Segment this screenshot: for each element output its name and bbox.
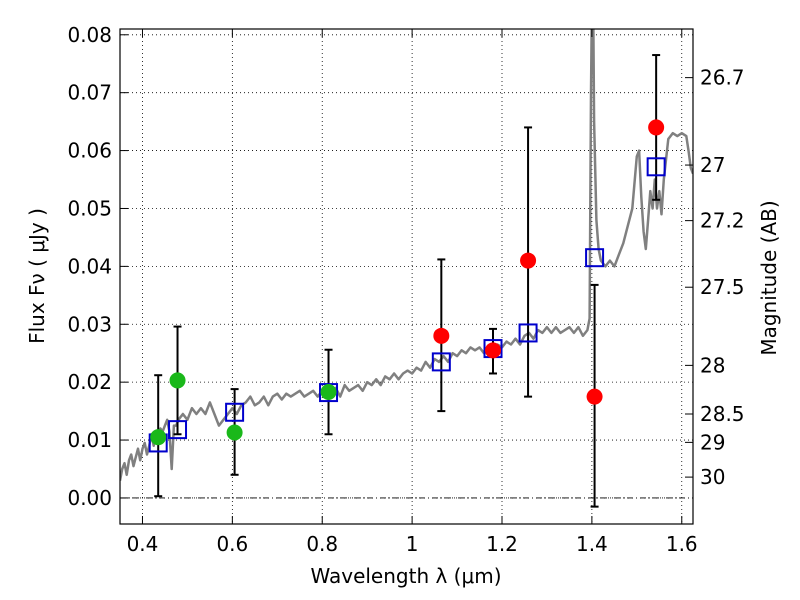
y2-axis-title: Magnitude (AB) — [757, 200, 781, 355]
x-tick-label: 1 — [406, 532, 419, 556]
mag-tick-label: 27.5 — [700, 275, 745, 299]
x-tick-label: 1.6 — [666, 532, 698, 556]
mag-tick-label: 28.5 — [700, 402, 745, 426]
mag-tick-label: 28 — [700, 353, 725, 377]
optical-detection-point — [320, 384, 337, 400]
y-axis-title: Flux Fν ( μJy ) — [25, 208, 49, 344]
mag-tick-label: 26.7 — [700, 66, 745, 90]
mag-tick-label: 29 — [700, 430, 725, 454]
y-tick-label: 0.03 — [67, 312, 112, 336]
mag-tick-label: 27.2 — [700, 209, 745, 233]
mag-tick-label: 27 — [700, 153, 725, 177]
nir-detection-point — [520, 252, 537, 269]
plot-frame — [119, 28, 694, 525]
nir-detection-point — [485, 342, 502, 359]
nir-detection-point — [433, 327, 450, 344]
model-photometry-square — [518, 323, 538, 343]
x-tick-label: 0.4 — [127, 532, 159, 556]
y-tick-label: 0.00 — [67, 486, 112, 510]
axes: 0.4 0.6 0.8 1 1.2 1.4 1.6 0.00 0.01 0.02 0.03 0.04 0… — [67, 23, 744, 556]
optical-detection-point — [226, 424, 243, 441]
x-tick-label: 1.4 — [576, 532, 608, 556]
x-axis-title: Wavelength λ (μm) — [310, 564, 501, 588]
model-photometry-square — [168, 420, 188, 440]
optical-detection-point — [150, 429, 167, 446]
grid — [120, 29, 693, 524]
spectrum-line — [120, 29, 693, 481]
mag-tick-label: 30 — [700, 465, 725, 489]
plot-area — [120, 29, 693, 508]
x-tick-label: 0.6 — [216, 532, 248, 556]
y-tick-label: 0.04 — [67, 254, 112, 278]
y-tick-label: 0.06 — [67, 139, 112, 163]
x-tick-label: 0.8 — [306, 532, 338, 556]
model-photometry-square — [431, 352, 451, 372]
y-tick-label: 0.02 — [67, 370, 112, 394]
y-tick-label: 0.01 — [67, 428, 112, 452]
y-tick-label: 0.05 — [67, 196, 112, 220]
x-tick-label: 1.2 — [486, 532, 518, 556]
model-photometry-square — [646, 157, 666, 177]
optical-detection-point — [169, 372, 186, 389]
y-tick-label: 0.08 — [67, 23, 112, 47]
y-tick-label: 0.07 — [67, 81, 112, 105]
nir-detection-point — [586, 388, 603, 405]
nir-detection-point — [648, 119, 665, 136]
model-photometry-square — [585, 248, 605, 268]
model-photometry-square — [225, 402, 245, 422]
